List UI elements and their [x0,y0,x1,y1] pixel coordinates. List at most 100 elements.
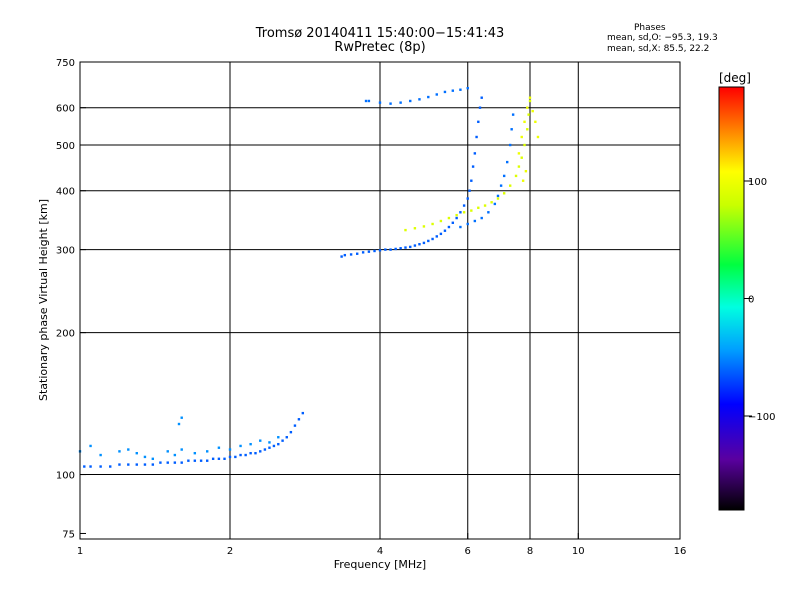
data-point [268,446,271,449]
data-point [508,143,512,147]
phase-stat-o-mode: mean, sd,O: −95.3, 19.3 [607,33,718,43]
y-tick-label: 300 [56,246,75,257]
data-point [343,253,347,257]
data-point [528,96,532,99]
x-tick-label: 1 [77,546,83,557]
data-point [361,251,365,254]
data-point [239,453,242,457]
data-point [511,113,515,116]
data-point [477,120,480,124]
data-point [223,457,226,461]
data-point [99,465,102,468]
data-point [439,232,443,236]
y-tick-label: 200 [56,329,75,340]
data-point [384,248,387,251]
y-tick-label: 75 [62,529,75,540]
data-point [399,247,402,250]
data-point [418,98,421,101]
data-point [468,189,471,192]
y-tick-label: 100 [56,471,75,482]
data-point [143,455,147,459]
data-point [422,225,426,228]
data-point [389,248,392,251]
data-point [135,463,138,466]
data-point [234,455,237,459]
data-point [217,457,221,461]
data-point [364,99,368,103]
data-point [268,441,271,444]
data-point [459,225,462,229]
data-point [523,120,526,124]
data-point [455,213,458,217]
data-point [524,169,528,173]
data-point [99,453,102,457]
data-point [427,239,430,243]
data-point [249,451,252,455]
data-point [459,211,462,214]
data-point [367,99,371,103]
data-point [502,174,506,178]
data-point [517,152,521,155]
data-point [249,442,252,446]
data-point [394,247,397,251]
data-point [471,165,475,168]
data-point [259,450,262,453]
y-tick-label: 400 [56,187,75,198]
data-point [373,249,376,253]
data-point [466,86,469,90]
chart-subtitle: RwPretec (8p) [334,40,426,55]
data-point [166,450,169,453]
data-point [520,156,523,159]
data-point [180,461,183,464]
data-point [211,457,215,461]
data-point [413,244,417,247]
data-point [159,461,162,464]
data-point [451,221,455,224]
data-point [508,184,512,187]
data-point [404,246,407,249]
x-axis-label: Frequency [MHz] [334,558,426,571]
data-point [404,228,407,232]
data-point [151,463,155,466]
data-point [526,106,529,109]
data-point [166,461,169,464]
data-point [355,252,359,255]
data-point [180,448,183,451]
data-point [435,235,438,238]
data-point [173,461,177,464]
data-point [534,120,537,124]
data-point [135,451,138,455]
x-tick-label: 10 [572,546,585,557]
data-point [285,436,288,439]
data-point [89,444,92,448]
data-point [514,174,518,178]
data-point [127,463,130,466]
data-point [340,255,343,258]
data-point [466,197,469,200]
data-point [244,453,247,457]
data-point [293,424,297,427]
data-point [228,448,232,451]
data-point [496,197,500,200]
data-point [89,465,92,468]
data-point [462,211,466,214]
colorbar-tick-label: 100 [748,177,767,188]
y-tick-label: 500 [56,141,75,152]
data-point [439,219,443,223]
data-point [259,439,262,442]
data-point [173,453,177,457]
data-point [470,179,473,182]
chart-title: Tromsø 20140411 15:40:00−15:41:43 [255,26,505,41]
data-point [409,99,412,103]
colorbar-tick-label: 0 [748,295,754,306]
phase-legend-header: Phases [634,23,666,33]
data-point [378,249,382,252]
data-point [301,411,305,415]
x-tick-label: 6 [465,546,471,557]
x-tick-label: 16 [674,546,687,557]
data-point [399,101,402,104]
y-axis-label: Stationary phase Virtual Height [km] [37,199,50,401]
data-point [431,222,434,226]
data-point [118,463,121,466]
